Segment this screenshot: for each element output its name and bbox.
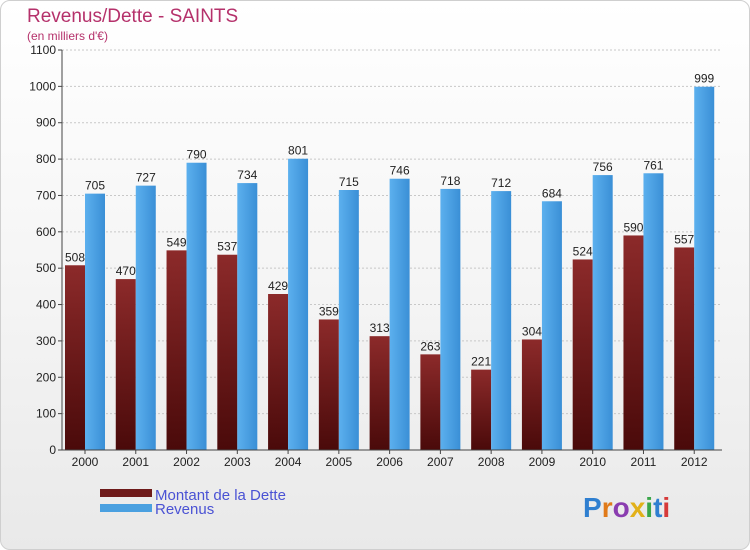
data-label: 508: [65, 250, 85, 264]
x-tick-label: 2005: [325, 455, 352, 469]
bar-dette: [674, 247, 695, 450]
chart-subtitle: (en milliers d'€): [27, 29, 108, 43]
bar-revenus: [338, 190, 359, 450]
bar-revenus: [491, 191, 512, 450]
y-tick-label: 1000: [29, 79, 56, 93]
y-tick-label: 400: [36, 298, 56, 312]
x-tick-label: 2000: [72, 455, 99, 469]
bar-dette: [318, 319, 339, 450]
y-tick-label: 600: [36, 225, 56, 239]
y-tick-label: 900: [36, 116, 56, 130]
bar-dette: [217, 254, 238, 450]
data-label: 429: [268, 279, 288, 293]
logo-letter: t: [653, 492, 662, 523]
data-label: 715: [339, 175, 359, 189]
y-tick-label: 200: [36, 370, 56, 384]
bar-revenus: [643, 173, 664, 451]
chart-title: Revenus/Dette - SAINTS: [27, 6, 238, 27]
logo-text: Proxiti: [583, 492, 670, 523]
bar-revenus: [186, 162, 207, 450]
data-label: 684: [542, 186, 562, 200]
data-label: 734: [237, 168, 257, 182]
bar-revenus: [237, 183, 258, 450]
data-label: 359: [319, 304, 339, 318]
x-tick-label: 2010: [579, 455, 606, 469]
bar-dette: [471, 369, 492, 450]
y-axis: 0 100 200 300 400 500 600 700 800 900 1000 1100: [29, 43, 63, 457]
x-tick-label: 2012: [681, 455, 708, 469]
data-label: 712: [491, 176, 511, 190]
bar-dette: [572, 259, 593, 450]
x-axis: 2000 2001 2002 2003 2004 2005 2006 2007 2008 2009…: [62, 449, 722, 469]
logo-letter: o: [613, 492, 630, 523]
x-tick-label: 2011: [631, 455, 657, 469]
y-tick-label: 1100: [30, 43, 56, 57]
x-tick-label: 2003: [224, 455, 251, 469]
bar-revenus: [135, 185, 156, 451]
data-label: 999: [694, 72, 714, 86]
bar-dette: [65, 265, 85, 450]
bar-revenus: [440, 188, 461, 450]
y-tick-label: 300: [36, 334, 56, 348]
bar-revenus: [389, 178, 410, 450]
logo-letter: r: [602, 492, 613, 523]
data-label: 263: [420, 339, 440, 353]
bar-revenus: [694, 86, 715, 451]
y-tick-label: 100: [36, 407, 56, 421]
legend: Montant de la Dette Revenus: [100, 487, 286, 518]
proxiti-logo: Proxiti: [583, 492, 670, 523]
bar-dette: [623, 235, 644, 450]
bar-dette: [115, 279, 136, 450]
logo-letter: i: [662, 492, 670, 523]
logo-letter: P: [583, 492, 602, 523]
bar-dette: [166, 250, 187, 450]
data-label: 537: [217, 240, 237, 254]
y-tick-label: 0: [49, 443, 56, 457]
legend-swatch-debt: [100, 489, 152, 497]
bar-revenus: [288, 158, 309, 450]
data-label: 718: [440, 174, 460, 188]
data-label: 524: [573, 244, 593, 258]
data-label: 549: [167, 235, 187, 249]
x-tick-label: 2001: [122, 455, 149, 469]
x-tick-label: 2002: [173, 455, 200, 469]
data-label: 313: [370, 321, 390, 335]
legend-swatch-revenus: [100, 504, 152, 512]
data-label: 727: [136, 171, 156, 185]
y-tick-label: 500: [36, 261, 56, 275]
y-tick-label: 800: [36, 152, 56, 166]
data-label: 756: [593, 160, 613, 174]
data-label: 470: [116, 264, 136, 278]
bar-revenus: [85, 193, 105, 451]
x-tick-label: 2009: [529, 455, 556, 469]
legend-label-revenus: Revenus: [155, 501, 214, 518]
bar-dette: [369, 336, 390, 450]
x-tick-label: 2008: [478, 455, 505, 469]
logo-letter: x: [630, 492, 646, 523]
x-tick-label: 2006: [376, 455, 403, 469]
legend-label-debt: Montant de la Dette: [155, 487, 286, 504]
bar-dette: [521, 339, 542, 450]
data-label: 761: [643, 158, 663, 172]
bars: 508 705 470 727 549 790 537 734 429 801 359 715 313 7…: [65, 72, 715, 451]
data-label: 221: [471, 355, 491, 369]
bar-revenus: [592, 175, 613, 450]
data-label: 790: [187, 148, 207, 162]
y-tick-label: 700: [36, 188, 56, 202]
data-label: 746: [390, 164, 410, 178]
data-label: 801: [288, 144, 308, 158]
bar-revenus: [541, 201, 562, 450]
bar-dette: [420, 354, 441, 450]
bar-dette: [268, 294, 289, 450]
data-label: 705: [85, 179, 105, 193]
x-tick-label: 2004: [275, 455, 302, 469]
logo-letter: i: [645, 492, 653, 523]
data-label: 304: [522, 324, 542, 338]
data-label: 557: [674, 232, 694, 246]
data-label: 590: [623, 220, 643, 234]
x-tick-label: 2007: [427, 455, 454, 469]
